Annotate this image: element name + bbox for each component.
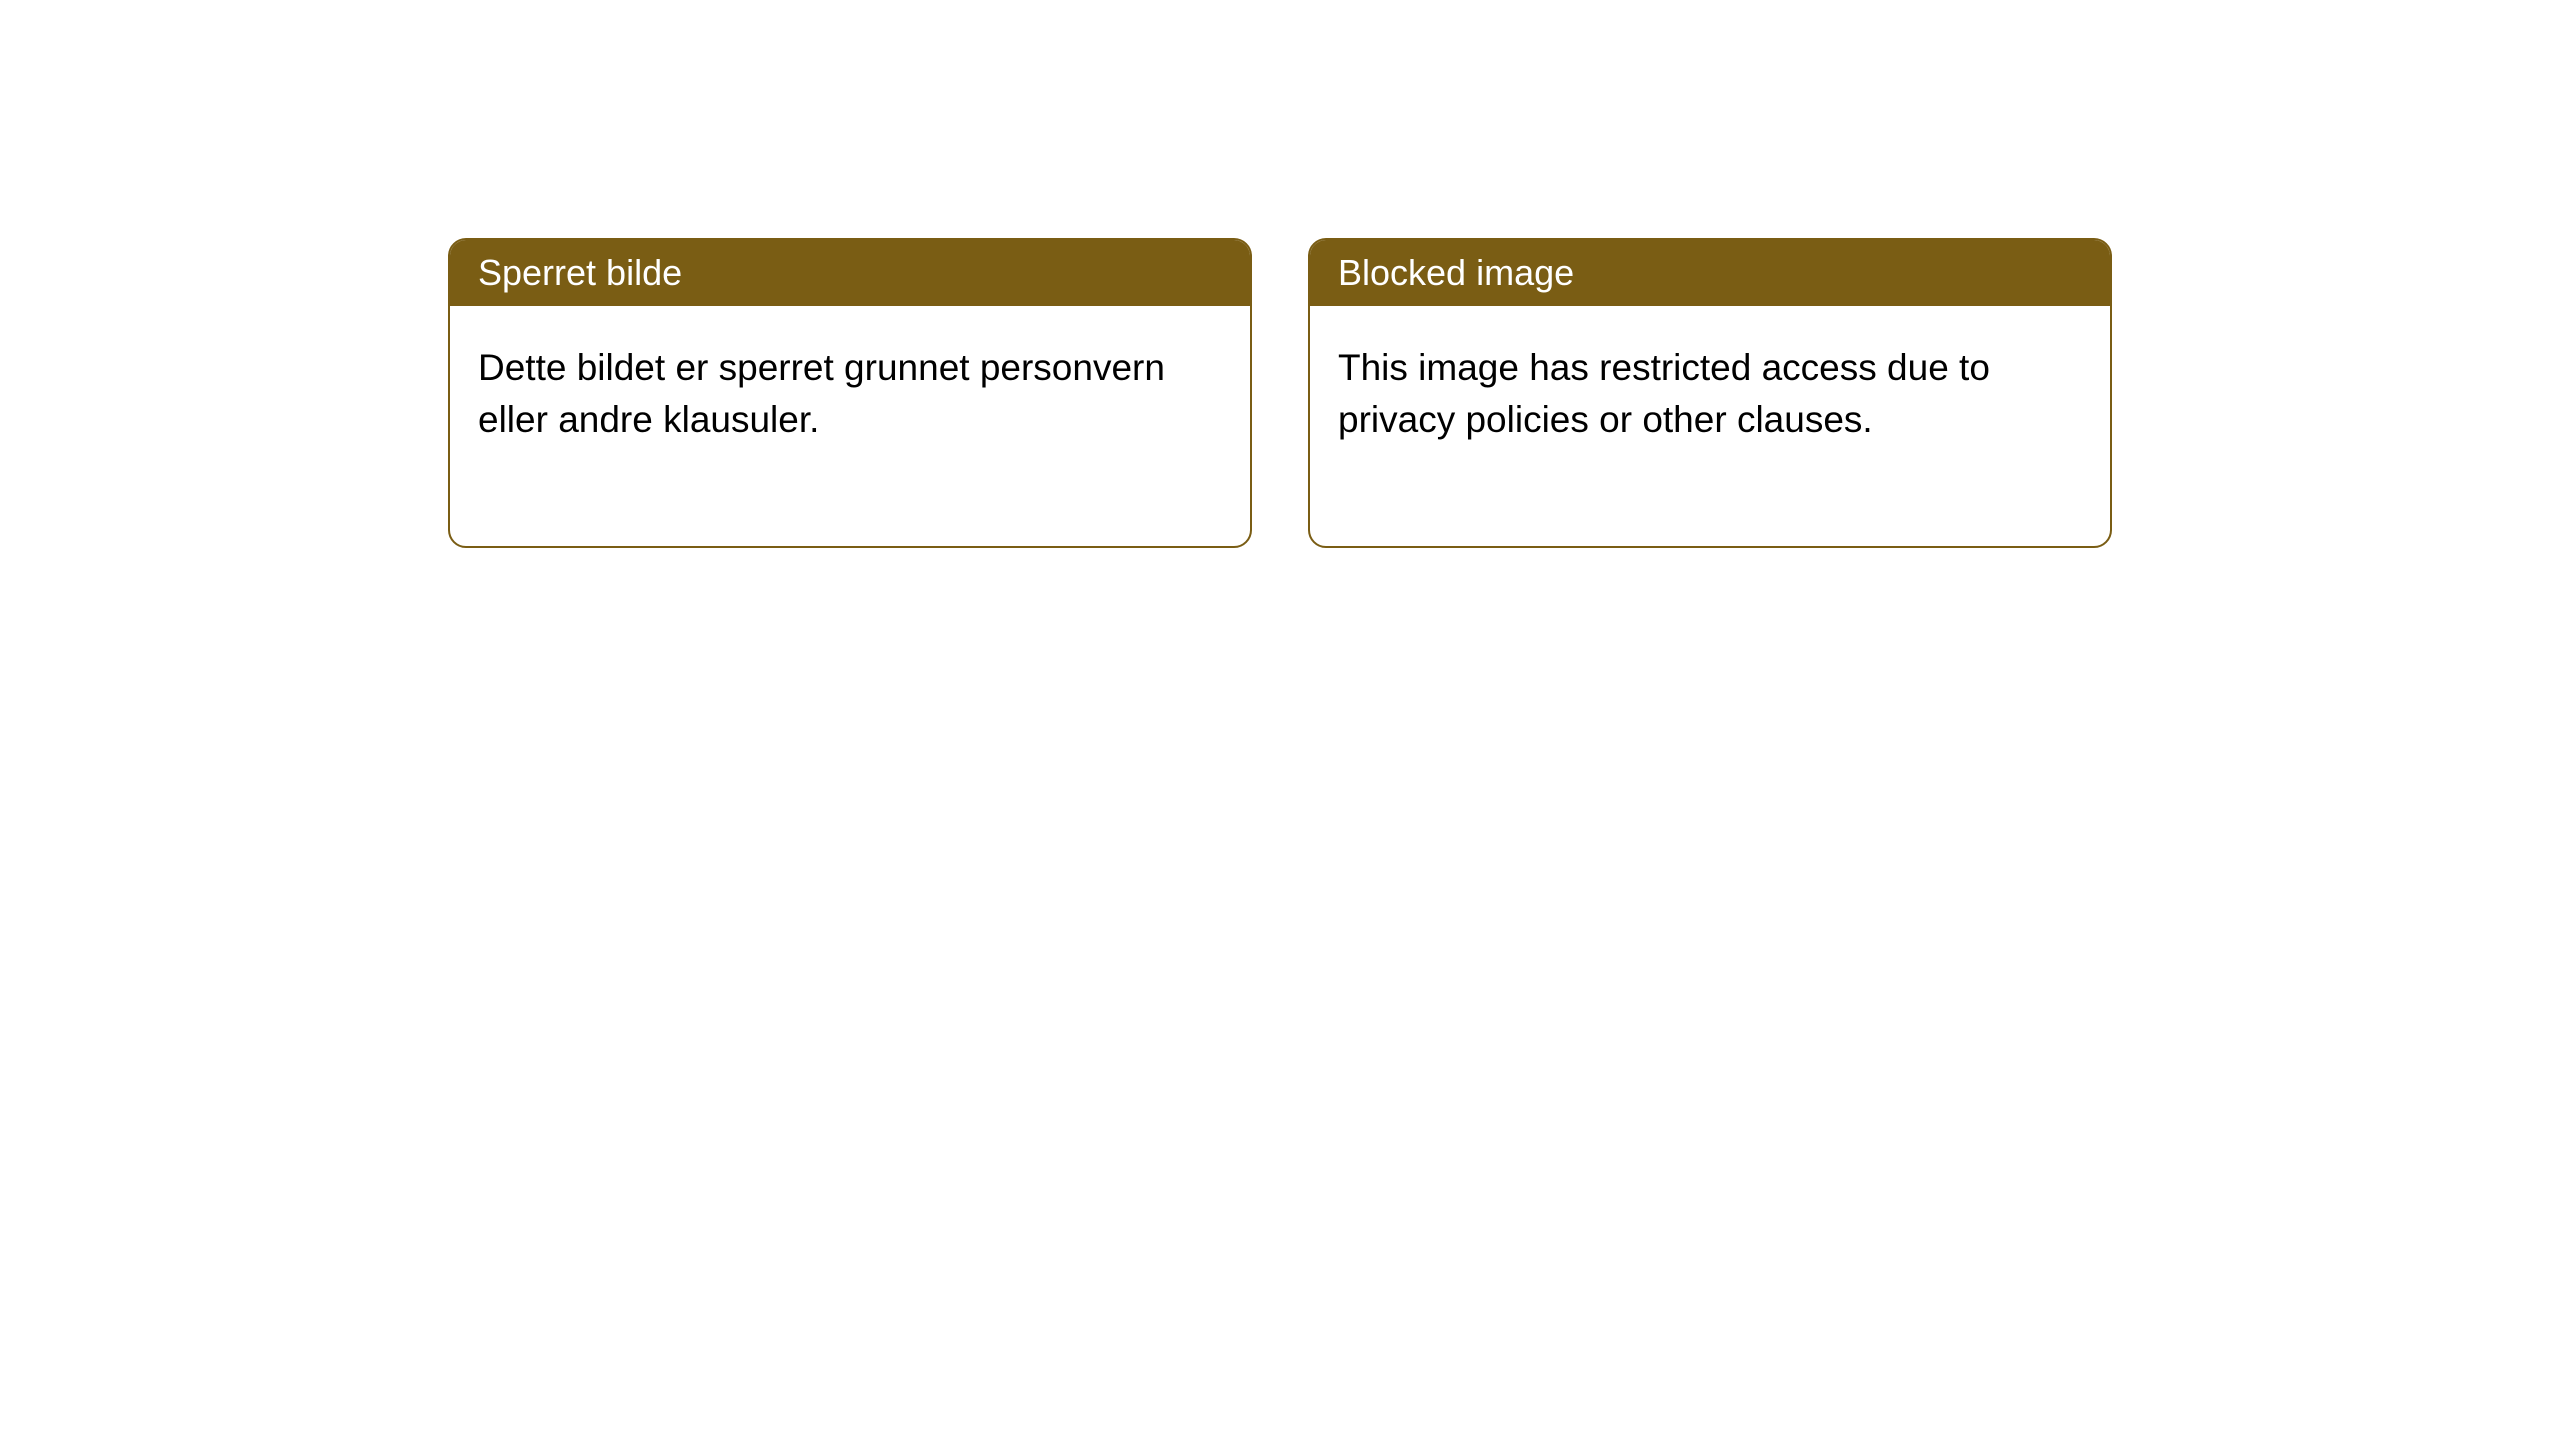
notice-card-english: Blocked image This image has restricted … xyxy=(1308,238,2112,548)
card-title: Sperret bilde xyxy=(478,252,682,293)
card-header: Blocked image xyxy=(1310,240,2110,306)
notice-card-norwegian: Sperret bilde Dette bildet er sperret gr… xyxy=(448,238,1252,548)
card-title: Blocked image xyxy=(1338,252,1574,293)
card-header: Sperret bilde xyxy=(450,240,1250,306)
notice-cards-container: Sperret bilde Dette bildet er sperret gr… xyxy=(448,238,2560,548)
card-body-text: Dette bildet er sperret grunnet personve… xyxy=(478,347,1165,440)
card-body: This image has restricted access due to … xyxy=(1310,306,2110,546)
card-body-text: This image has restricted access due to … xyxy=(1338,347,1990,440)
card-body: Dette bildet er sperret grunnet personve… xyxy=(450,306,1250,546)
